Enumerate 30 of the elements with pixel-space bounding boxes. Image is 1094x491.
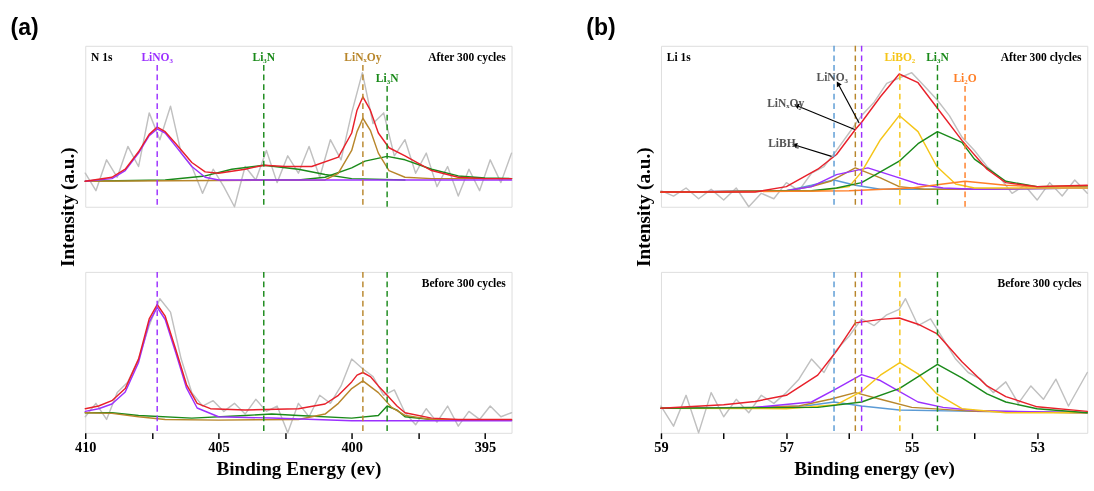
ref-line-label: Li₃N — [375, 72, 400, 85]
chart-title: (a) — [10, 14, 39, 41]
annotation: LiNO₃ — [816, 70, 849, 83]
chart-title: (b) — [586, 13, 616, 40]
x-tick-label: 55 — [905, 439, 920, 456]
x-tick-label: 57 — [779, 439, 795, 456]
y-axis-title: Intensity (a.u.) — [632, 147, 655, 268]
x-tick-label: 53 — [1030, 439, 1045, 456]
x-tick-label: 395 — [474, 439, 497, 456]
ref-line-label: Li₂O — [953, 72, 977, 85]
x-axis-title: Binding energy (ev) — [794, 457, 955, 480]
text: Before 300 cycles — [997, 277, 1083, 291]
ref-line-label: LiBO₂ — [884, 51, 916, 64]
x-tick-label: 59 — [654, 439, 669, 456]
text: N 1s — [91, 51, 113, 64]
x-axis-title: Binding Energy (ev) — [216, 457, 382, 480]
text: After 300 clycles — [1000, 51, 1083, 65]
annotation: LiNₓOy — [767, 96, 805, 110]
ref-line-label: LiNₓOy — [344, 51, 382, 65]
ref-line-label: Li₃N — [926, 51, 950, 64]
ref-line-label: LiNO₃ — [141, 51, 174, 64]
text: After 300 cycles — [428, 51, 507, 65]
text: Li 1s — [666, 51, 692, 64]
x-tick-label: 405 — [208, 439, 230, 456]
x-tick-label: 410 — [74, 439, 97, 456]
annotation: LiBH₄ — [768, 136, 800, 149]
y-axis-title: Intensity (a.u.) — [57, 147, 80, 268]
ref-line-label: Li₃N — [252, 51, 276, 64]
x-tick-label: 400 — [341, 439, 363, 456]
text: Before 300 cycles — [421, 277, 507, 291]
